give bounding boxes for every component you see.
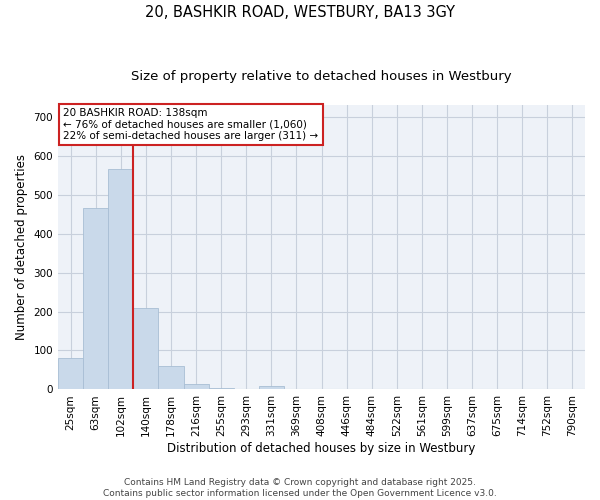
Y-axis label: Number of detached properties: Number of detached properties <box>15 154 28 340</box>
Title: Size of property relative to detached houses in Westbury: Size of property relative to detached ho… <box>131 70 512 83</box>
Bar <box>259 386 284 390</box>
Bar <box>58 358 83 390</box>
Bar <box>184 384 209 390</box>
Text: Contains HM Land Registry data © Crown copyright and database right 2025.
Contai: Contains HM Land Registry data © Crown c… <box>103 478 497 498</box>
Text: 20 BASHKIR ROAD: 138sqm
← 76% of detached houses are smaller (1,060)
22% of semi: 20 BASHKIR ROAD: 138sqm ← 76% of detache… <box>64 108 319 141</box>
X-axis label: Distribution of detached houses by size in Westbury: Distribution of detached houses by size … <box>167 442 476 455</box>
Bar <box>83 208 108 390</box>
Bar <box>108 170 133 390</box>
Bar <box>158 366 184 390</box>
Bar <box>133 308 158 390</box>
Bar <box>209 388 233 390</box>
Text: 20, BASHKIR ROAD, WESTBURY, BA13 3GY: 20, BASHKIR ROAD, WESTBURY, BA13 3GY <box>145 5 455 20</box>
